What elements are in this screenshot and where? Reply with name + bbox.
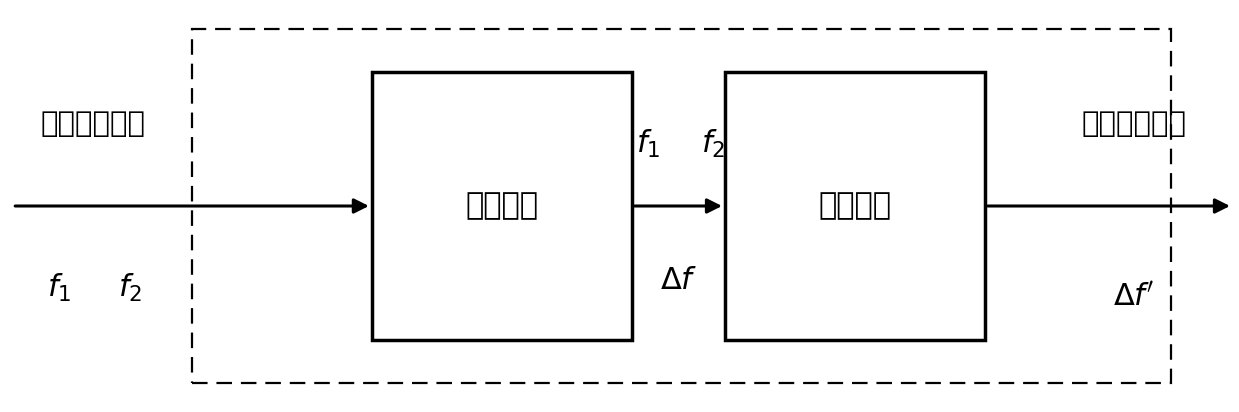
Text: $f_2$: $f_2$: [118, 272, 142, 304]
Text: $f_1$: $f_1$: [47, 272, 72, 304]
Text: $f_1$: $f_1$: [637, 128, 660, 160]
Text: 频率测量: 频率测量: [466, 192, 538, 220]
Text: $f_2$: $f_2$: [701, 128, 725, 160]
Bar: [372, 72, 632, 340]
Text: 温度补偿: 温度补偿: [819, 192, 891, 220]
Bar: [725, 72, 985, 340]
Text: 频率补偿输出: 频率补偿输出: [1082, 110, 1186, 138]
Text: 原始频率信号: 原始频率信号: [41, 110, 145, 138]
Bar: [192, 29, 1171, 383]
Text: $\Delta f^{\prime}$: $\Delta f^{\prime}$: [1113, 282, 1155, 311]
Text: $\Delta f$: $\Delta f$: [659, 266, 698, 295]
